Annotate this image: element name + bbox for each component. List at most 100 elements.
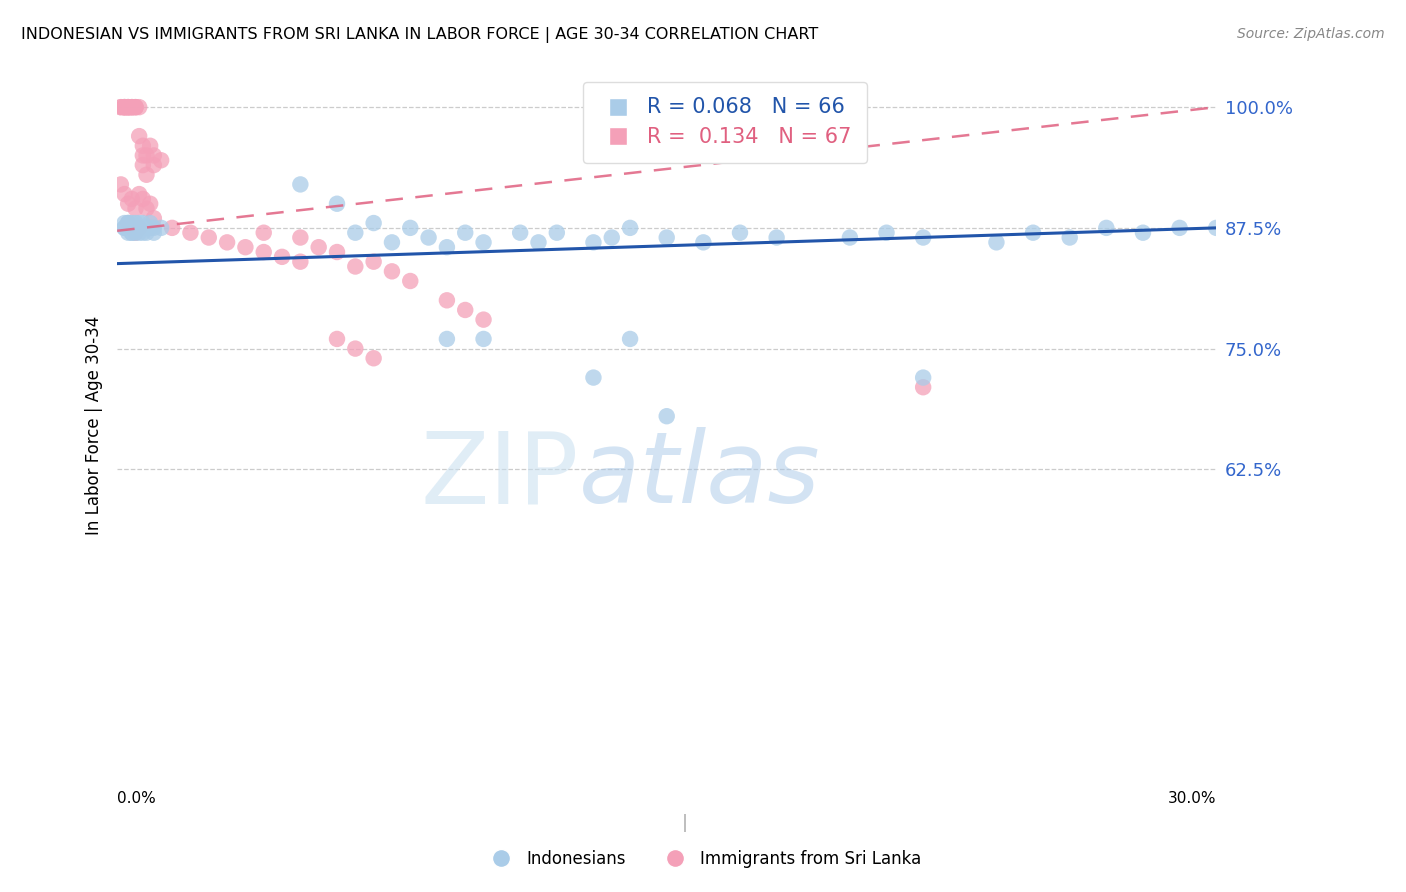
Point (124, 226, 146, 240)
Point (124, 202, 146, 216)
Point (121, 216, 143, 230)
Point (132, 192, 155, 206)
Point (128, 226, 150, 240)
Point (135, 168, 157, 182)
Point (142, 158, 165, 172)
Legend: R = 0.068   N = 66, R =  0.134   N = 67: R = 0.068 N = 66, R = 0.134 N = 67 (583, 82, 868, 162)
Point (546, 226, 568, 240)
Point (290, 230, 312, 244)
Point (655, 409, 678, 424)
Point (527, 235, 550, 250)
Point (128, 100, 150, 114)
Point (363, 216, 385, 230)
Point (114, 220, 136, 235)
Point (619, 220, 641, 235)
Point (271, 250, 294, 264)
Point (121, 100, 143, 114)
Point (124, 220, 146, 235)
Point (344, 342, 367, 356)
Point (1095, 220, 1118, 235)
Point (121, 220, 143, 235)
Point (344, 226, 367, 240)
Point (128, 187, 150, 202)
Point (692, 235, 714, 250)
Point (344, 260, 367, 274)
Point (128, 129, 150, 144)
Point (124, 100, 146, 114)
Point (110, 100, 132, 114)
Point (135, 202, 157, 216)
Point (114, 216, 136, 230)
Point (132, 226, 155, 240)
Point (326, 196, 349, 211)
Point (110, 178, 132, 192)
Point (117, 220, 139, 235)
Point (132, 148, 155, 162)
Point (128, 220, 150, 235)
Point (117, 196, 139, 211)
Point (728, 226, 751, 240)
Point (135, 220, 157, 235)
Point (124, 220, 146, 235)
Point (876, 226, 898, 240)
Point (290, 254, 312, 268)
Point (117, 216, 139, 230)
Point (150, 153, 173, 168)
Point (114, 100, 136, 114)
Text: 30.0%: 30.0% (1168, 791, 1216, 806)
Point (454, 303, 477, 318)
Point (472, 332, 495, 346)
Point (117, 100, 139, 114)
Point (253, 226, 276, 240)
Point (121, 100, 143, 114)
Point (142, 211, 165, 226)
Text: Source: ZipAtlas.com: Source: ZipAtlas.com (1237, 27, 1385, 41)
Point (1059, 230, 1081, 244)
Point (117, 226, 139, 240)
Text: atlas: atlas (579, 427, 821, 524)
Point (142, 226, 165, 240)
Point (121, 192, 143, 206)
Point (110, 100, 132, 114)
Point (363, 254, 385, 268)
Point (308, 240, 330, 254)
Point (114, 220, 136, 235)
Point (418, 230, 440, 244)
Point (139, 216, 162, 230)
Text: 0.0%: 0.0% (117, 791, 156, 806)
Point (1022, 226, 1045, 240)
Point (139, 138, 162, 153)
Point (121, 100, 143, 114)
Point (117, 220, 139, 235)
Point (160, 220, 183, 235)
Point (179, 226, 201, 240)
Point (114, 187, 136, 202)
Point (253, 245, 276, 260)
Point (114, 100, 136, 114)
Y-axis label: In Labor Force | Age 30-34: In Labor Force | Age 30-34 (86, 317, 103, 535)
Point (436, 293, 458, 308)
Text: ZIP: ZIP (420, 427, 579, 524)
Point (117, 100, 139, 114)
Point (135, 148, 157, 162)
Point (436, 240, 458, 254)
Point (121, 220, 143, 235)
Text: INDONESIAN VS IMMIGRANTS FROM SRI LANKA IN LABOR FORCE | AGE 30-34 CORRELATION C: INDONESIAN VS IMMIGRANTS FROM SRI LANKA … (21, 27, 818, 43)
Point (139, 196, 162, 211)
Point (912, 230, 935, 244)
Legend: Indonesians, Immigrants from Sri Lanka: Indonesians, Immigrants from Sri Lanka (478, 844, 928, 875)
Point (381, 264, 404, 278)
Point (139, 220, 162, 235)
Point (509, 226, 531, 240)
Point (326, 245, 349, 260)
Point (1168, 220, 1191, 235)
Point (326, 332, 349, 346)
Point (399, 274, 422, 288)
Point (132, 138, 155, 153)
Point (124, 226, 146, 240)
Point (142, 220, 165, 235)
Point (114, 100, 136, 114)
Point (986, 235, 1008, 250)
Point (121, 226, 143, 240)
Point (117, 100, 139, 114)
